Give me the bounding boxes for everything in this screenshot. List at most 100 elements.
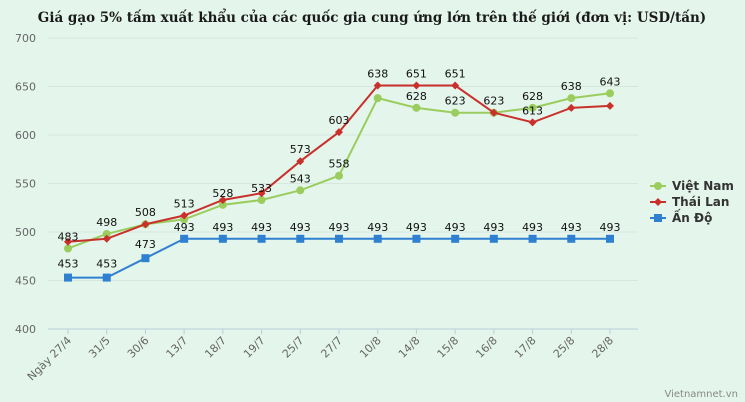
point xyxy=(373,81,382,90)
point xyxy=(218,195,227,204)
series-3 xyxy=(64,234,614,282)
legend-label: Thái Lan xyxy=(672,195,729,209)
x-tick-label: 19/7 xyxy=(241,334,268,361)
point xyxy=(296,234,305,243)
point xyxy=(373,234,382,243)
point xyxy=(451,81,460,90)
data-label: 493 xyxy=(522,221,543,234)
data-label: 513 xyxy=(174,198,195,211)
data-label: 643 xyxy=(600,75,621,88)
point xyxy=(489,108,498,117)
data-label: 623 xyxy=(445,95,466,108)
data-label: 493 xyxy=(290,221,311,234)
x-tick-label: 31/5 xyxy=(86,334,113,361)
data-label: 493 xyxy=(212,221,233,234)
point xyxy=(412,103,421,112)
x-tick-label: 18/7 xyxy=(202,334,229,361)
legend-label: Việt Nam xyxy=(672,179,734,193)
data-label: 493 xyxy=(445,221,466,234)
point xyxy=(528,118,537,127)
point xyxy=(102,229,111,238)
data-label: 493 xyxy=(329,221,350,234)
y-tick-label: 700 xyxy=(15,32,36,45)
point xyxy=(567,234,576,243)
y-tick-label: 550 xyxy=(15,178,36,191)
point xyxy=(64,273,72,282)
data-label: 638 xyxy=(561,80,582,93)
data-label: 528 xyxy=(212,187,233,200)
point xyxy=(606,234,614,243)
point xyxy=(412,234,421,243)
data-label: 493 xyxy=(367,221,388,234)
point xyxy=(257,195,266,204)
point xyxy=(296,186,305,195)
point xyxy=(296,157,305,166)
data-label: 613 xyxy=(522,104,543,117)
data-label: 493 xyxy=(406,221,427,234)
point xyxy=(102,234,111,243)
point xyxy=(654,198,662,206)
point xyxy=(373,94,382,103)
data-labels: 483 498 508 528 533 543 558 628 623 628 638 643 513 5… xyxy=(58,68,621,271)
point xyxy=(654,214,662,222)
point xyxy=(218,234,227,243)
chart-title: Giá gạo 5% tấm xuất khẩu của các quốc gi… xyxy=(38,10,706,26)
point xyxy=(606,101,614,110)
point xyxy=(180,234,189,243)
x-tick-label: 14/8 xyxy=(396,334,423,361)
x-tick-label: 30/6 xyxy=(125,334,152,361)
data-label: 651 xyxy=(445,68,466,81)
point xyxy=(528,103,537,112)
x-tick-label: 17/8 xyxy=(512,334,539,361)
point xyxy=(412,81,421,90)
point xyxy=(64,237,72,246)
x-tick-label: Ngày 27/4 xyxy=(25,334,74,383)
series-2 xyxy=(64,81,614,246)
point xyxy=(451,234,460,243)
point xyxy=(180,211,189,220)
data-label: 493 xyxy=(174,221,195,234)
point xyxy=(64,244,72,253)
data-label: 543 xyxy=(290,172,311,185)
data-label: 493 xyxy=(483,221,504,234)
axes: 400 450 500 550 600 650 700 Ngày 27/4 31/5 30/6 13… xyxy=(15,32,616,383)
y-tick-label: 600 xyxy=(15,129,36,142)
point xyxy=(335,128,343,137)
data-label: 508 xyxy=(135,206,156,219)
credit-text: Vietnamnet.vn xyxy=(664,389,738,400)
series xyxy=(64,81,614,282)
data-label: 628 xyxy=(522,90,543,103)
data-label: 573 xyxy=(290,143,311,156)
point xyxy=(102,273,111,282)
data-label: 493 xyxy=(251,221,272,234)
point xyxy=(528,234,537,243)
point xyxy=(257,189,266,198)
y-tick-label: 450 xyxy=(15,275,36,288)
y-tick-label: 650 xyxy=(15,81,36,94)
point xyxy=(218,200,227,209)
y-tick-label: 500 xyxy=(15,226,36,239)
x-tick-label: 13/7 xyxy=(164,334,191,361)
x-tick-label: 16/8 xyxy=(473,334,500,361)
point xyxy=(141,220,150,229)
data-label: 453 xyxy=(96,258,117,271)
point xyxy=(335,171,343,180)
data-label: 638 xyxy=(367,68,388,81)
data-label: 483 xyxy=(58,230,79,243)
data-label: 493 xyxy=(561,221,582,234)
data-label: 453 xyxy=(58,258,79,271)
x-tick-label: 25/8 xyxy=(551,334,578,361)
legend-label: Ấn Độ xyxy=(672,208,712,225)
data-label: 623 xyxy=(483,95,504,108)
point xyxy=(567,103,576,112)
point xyxy=(489,234,498,243)
grid xyxy=(48,37,638,330)
x-tick-label: 15/8 xyxy=(435,334,462,361)
data-label: 493 xyxy=(600,221,621,234)
data-label: 651 xyxy=(406,68,427,81)
x-tick-label: 27/7 xyxy=(318,334,345,361)
data-label: 628 xyxy=(406,90,427,103)
